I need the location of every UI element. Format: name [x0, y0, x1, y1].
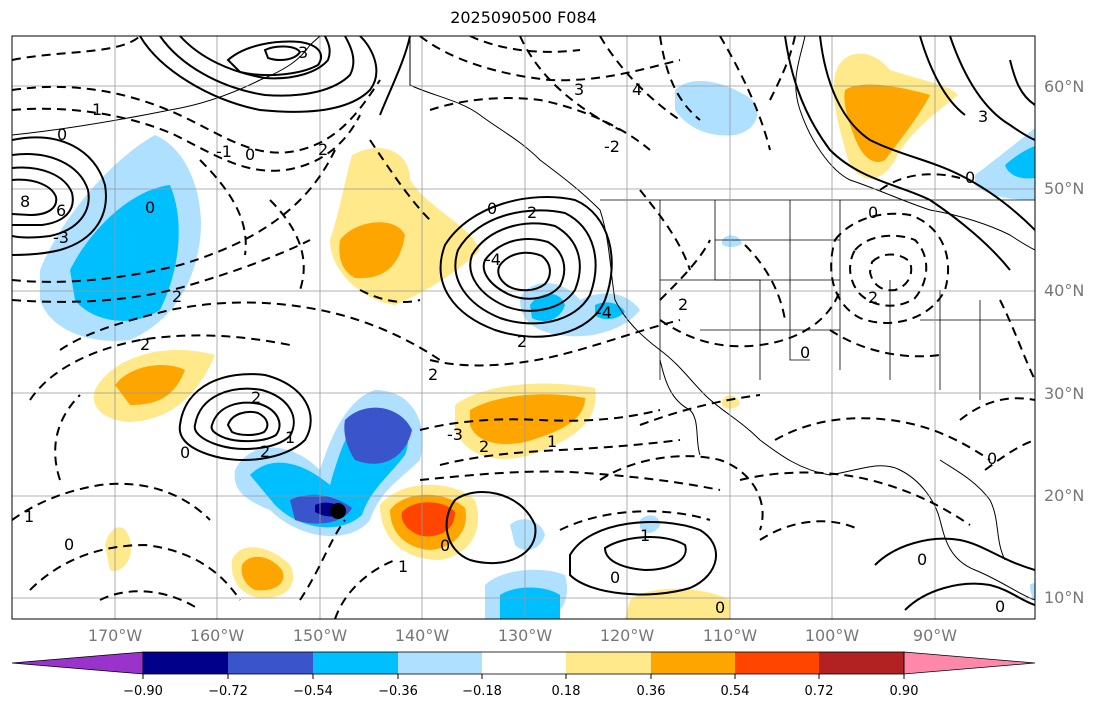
contour-label: 2 [868, 288, 878, 307]
contour-label: 0 [245, 145, 255, 164]
contour-label: 8 [20, 192, 30, 211]
contour-label: 0 [610, 568, 620, 587]
contour-label: 2 [172, 287, 182, 306]
contour-label: 1 [640, 526, 650, 545]
colorbar-max-extension [903, 651, 1036, 675]
lat-label: 10°N [1044, 588, 1085, 607]
lon-label: 140°W [394, 626, 450, 645]
contour-label: 0 [995, 597, 1005, 616]
lat-label: 50°N [1044, 179, 1085, 198]
colorbar-tick-label: −0.36 [378, 684, 418, 699]
contour-label: 3 [978, 107, 988, 126]
contour-label: 1 [92, 100, 102, 119]
contour-label: -4 [485, 250, 501, 269]
contour-label: -3 [447, 425, 463, 444]
colorbar-tick-label: 0.54 [720, 684, 750, 699]
contour-label: 2 [428, 365, 438, 384]
contour-label: 2 [251, 388, 261, 407]
map-border [11, 35, 1036, 620]
colorbar-segment [819, 652, 904, 674]
contour-label: 0 [57, 125, 67, 144]
contour-label: -3 [53, 228, 69, 247]
colorbar-tick-label: 0.90 [889, 684, 919, 699]
colorbar-tick-label: −0.54 [293, 684, 333, 699]
contour-label: 2 [517, 332, 527, 351]
colorbar-segment [735, 652, 819, 674]
contour-label: 4 [632, 80, 642, 99]
positive-contours [12, 36, 1035, 611]
contour-label: 6 [56, 201, 66, 220]
lon-label: 130°W [497, 626, 553, 645]
lat-label: 20°N [1044, 486, 1085, 505]
contour-label: 0 [180, 443, 190, 462]
colorbar-min-extension [11, 651, 144, 675]
colorbar-tick-label: 0.36 [636, 684, 666, 699]
map-content: 3 1 4 2 0 -1 -2 8 6 0 -3 2 0 2 -4 2 -4 2… [12, 36, 1035, 619]
contour-label: 2 [678, 295, 688, 314]
lat-label: 40°N [1044, 281, 1085, 300]
contour-label: -4 [596, 303, 612, 322]
contour-label: 0 [715, 598, 725, 617]
lon-label: 170°W [87, 626, 143, 645]
colorbar-tick-label: 0.72 [804, 684, 834, 699]
contour-label: 1 [398, 557, 408, 576]
lon-label: 100°W [804, 626, 860, 645]
contour-label: 0 [868, 203, 878, 222]
contour-label: 0 [64, 535, 74, 554]
contour-label: 0 [440, 536, 450, 555]
colorbar [11, 651, 1036, 679]
negative-contours [12, 36, 1035, 619]
lon-label: 120°W [599, 626, 655, 645]
contour-label: 1 [24, 507, 34, 526]
colorbar-segment [482, 652, 566, 674]
contour-label: -2 [604, 137, 620, 156]
contour-label: 2 [527, 203, 537, 222]
contour-label: 2 [479, 437, 489, 456]
state-borders [600, 199, 1035, 400]
colorbar-segment [313, 652, 398, 674]
contour-label: 2 [318, 140, 328, 159]
contour-labels: 3 1 4 2 0 -1 -2 8 6 0 -3 2 0 2 -4 2 -4 2… [20, 43, 1005, 617]
colorbar-tick-label: −0.72 [208, 684, 248, 699]
colorbar-tick-label: −0.18 [462, 684, 502, 699]
colorbar-segment [398, 652, 482, 674]
contour-label: 0 [487, 199, 497, 218]
colorbar-segment [228, 652, 313, 674]
contour-label: 1 [547, 432, 557, 451]
contour-label: 2 [140, 335, 150, 354]
lon-label: 150°W [292, 626, 348, 645]
colorbar-tick-label: 0.18 [551, 684, 581, 699]
anomaly-shading [40, 53, 1035, 619]
contour-label: 0 [145, 198, 155, 217]
contour-label: 2 [260, 442, 270, 461]
lat-label: 60°N [1044, 77, 1085, 96]
coastlines [12, 36, 1035, 601]
contour-label: 3 [574, 80, 584, 99]
lon-label: 90°W [912, 626, 958, 645]
lon-label: 110°W [702, 626, 758, 645]
colorbar-tick-label: −0.90 [123, 684, 163, 699]
contour-label: 0 [965, 168, 975, 187]
colorbar-segment [566, 652, 651, 674]
contour-label: 3 [298, 43, 308, 62]
gridlines [12, 36, 1035, 619]
contour-label: 0 [987, 449, 997, 468]
lon-label: 160°W [189, 626, 245, 645]
colorbar-segment [143, 652, 228, 674]
contour-label: 0 [917, 550, 927, 569]
colorbar-segment [651, 652, 735, 674]
contour-label: -1 [216, 142, 232, 161]
map-title: 2025090500 F084 [450, 8, 597, 27]
contour-label: 1 [285, 428, 295, 447]
contour-label: 0 [800, 343, 810, 362]
lat-label: 30°N [1044, 384, 1085, 403]
